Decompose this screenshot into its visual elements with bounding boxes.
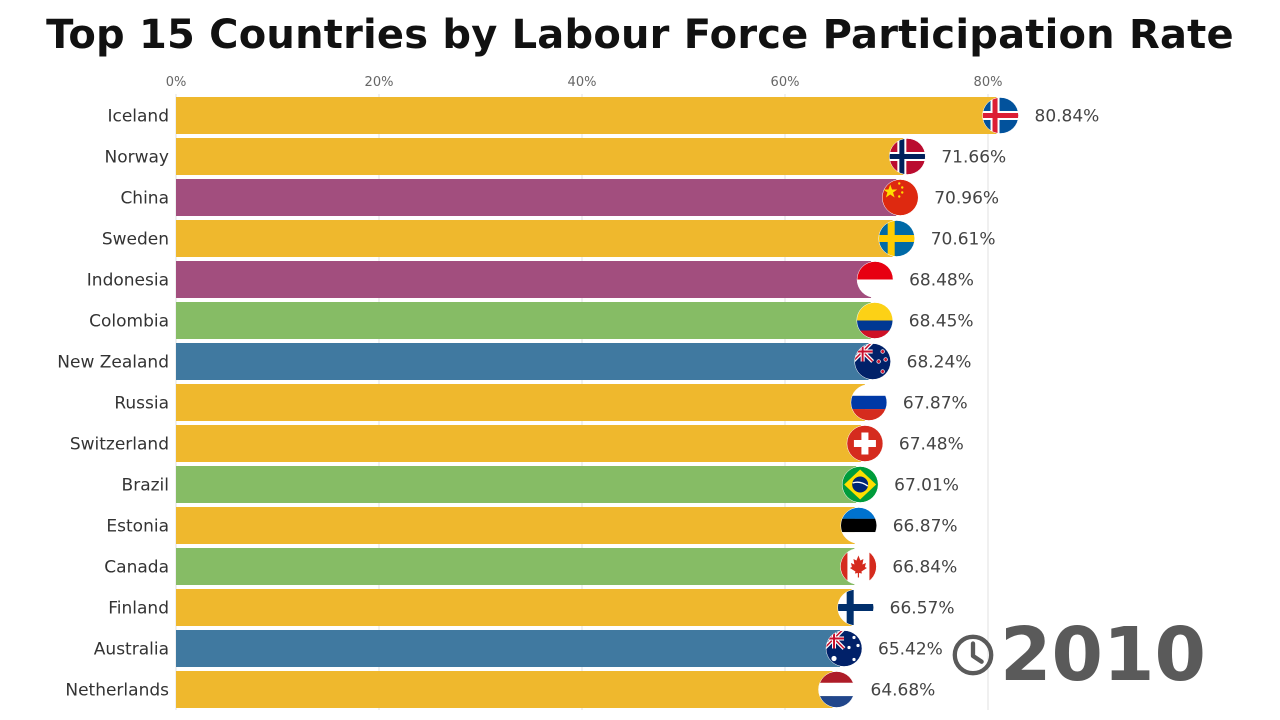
value-label: 80.84% (1035, 107, 1100, 127)
iceland-flag-icon (982, 97, 1019, 134)
value-label: 66.84% (892, 558, 957, 578)
flag-outline (846, 425, 884, 462)
bar (176, 220, 893, 257)
bar (176, 630, 841, 667)
category-label: Iceland (107, 107, 169, 127)
flag-outline (840, 507, 877, 544)
estonia-flag-icon (840, 507, 877, 544)
x-tick-label: 40% (568, 75, 597, 90)
flag-outline (854, 343, 891, 380)
category-label: Switzerland (70, 435, 169, 455)
category-label: Netherlands (65, 681, 169, 701)
category-label: Estonia (106, 517, 169, 537)
value-label: 68.24% (907, 353, 972, 373)
australia-flag-icon (826, 630, 863, 667)
bar (176, 138, 904, 175)
flag-outline (841, 466, 879, 503)
flag-outline (856, 261, 894, 298)
category-label: Australia (94, 640, 169, 660)
flag-outline (878, 220, 915, 257)
canada-flag-icon (840, 548, 877, 585)
value-label: 67.01% (894, 476, 959, 496)
category-label: Finland (108, 599, 169, 619)
category-label: Canada (104, 558, 169, 578)
colombia-flag-icon (856, 302, 893, 339)
value-label: 67.48% (899, 435, 964, 455)
x-tick-label: 20% (365, 75, 394, 90)
bar (176, 343, 869, 380)
category-label: Indonesia (87, 271, 169, 291)
category-label: Russia (114, 394, 169, 414)
chart-title: Top 15 Countries by Labour Force Partici… (46, 12, 1234, 58)
bar (176, 261, 872, 298)
brazil-flag-icon (842, 466, 879, 503)
category-label: China (120, 189, 169, 209)
category-label: Colombia (89, 312, 169, 332)
netherlands-flag-icon (818, 671, 855, 708)
flag-outline (982, 97, 1019, 134)
bar (176, 179, 897, 216)
clock-icon (952, 634, 994, 676)
bar (176, 302, 871, 339)
year-label: 2010 (1000, 612, 1206, 698)
x-tick-label: 80% (974, 75, 1003, 90)
bar (176, 671, 833, 708)
russia-flag-icon (850, 384, 887, 421)
bar (176, 507, 855, 544)
category-label: New Zealand (57, 353, 169, 373)
category-label: Sweden (102, 230, 169, 250)
finland-flag-icon (837, 589, 874, 626)
bar (176, 589, 852, 626)
value-label: 64.68% (871, 681, 936, 701)
value-label: 65.42% (878, 640, 943, 660)
bar (176, 425, 861, 462)
value-label: 66.87% (893, 517, 958, 537)
year-indicator: 2010 (950, 618, 1206, 692)
china-flag-icon (882, 179, 919, 216)
x-tick-label: 60% (771, 75, 800, 90)
bar (176, 466, 857, 503)
value-label: 68.45% (909, 312, 974, 332)
sweden-flag-icon (878, 220, 915, 257)
flag-outline (837, 589, 874, 626)
value-label: 70.96% (934, 189, 999, 209)
switzerland-flag-icon (846, 425, 883, 462)
flag-outline (825, 630, 863, 667)
flag-outline (856, 302, 894, 339)
norway-flag-icon (889, 138, 926, 175)
bar (176, 97, 997, 134)
flag-outline (881, 179, 919, 216)
flag-outline (840, 548, 877, 585)
value-label: 68.48% (909, 271, 974, 291)
value-label: 70.61% (931, 230, 996, 250)
value-label: 66.57% (890, 599, 955, 619)
category-label: Norway (105, 148, 170, 168)
flag-outline (889, 138, 926, 175)
value-label: 67.87% (903, 394, 968, 414)
value-label: 71.66% (941, 148, 1006, 168)
flag-outline (818, 671, 855, 708)
bar (176, 548, 855, 585)
indonesia-flag-icon (857, 261, 894, 298)
category-label: Brazil (122, 476, 169, 496)
flag-outline (850, 384, 888, 421)
bar (176, 384, 865, 421)
x-tick-label: 0% (166, 75, 187, 90)
